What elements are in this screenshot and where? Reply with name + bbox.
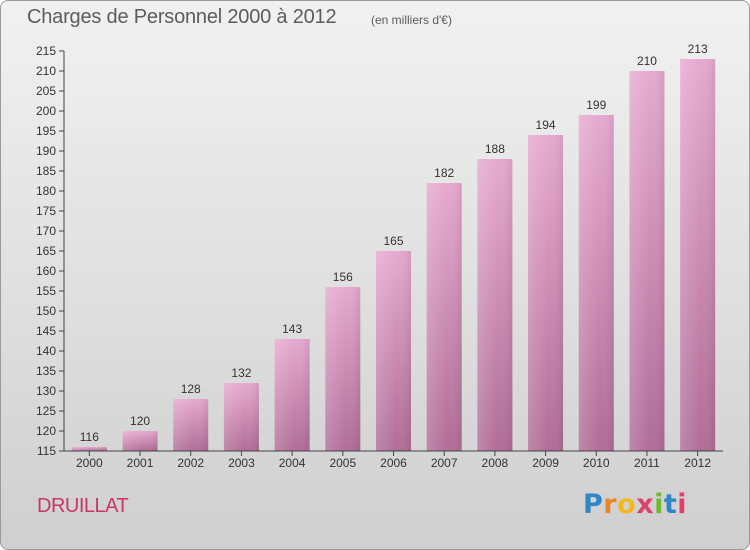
bar-shading <box>477 159 513 451</box>
bar-data-label: 199 <box>586 98 606 112</box>
bar-shading <box>122 431 158 451</box>
x-tick-label: 2010 <box>583 456 610 470</box>
bar-shading <box>629 71 665 451</box>
x-tick-label: 2011 <box>634 456 660 470</box>
y-tick-label: 125 <box>36 404 56 418</box>
logo-letter: i <box>654 489 664 520</box>
bar-data-label: 128 <box>181 382 201 396</box>
bar-data-label: 182 <box>434 166 454 180</box>
bar-data-label: 210 <box>637 54 657 68</box>
bar-data-label: 132 <box>231 366 251 380</box>
bar-data-label: 156 <box>333 270 353 284</box>
x-tick-label: 2003 <box>228 456 255 470</box>
y-tick-label: 115 <box>37 444 56 458</box>
y-tick-label: 140 <box>36 344 56 358</box>
chart-title: Charges de Personnel 2000 à 2012 <box>27 6 337 28</box>
logo-letter: x <box>636 489 655 520</box>
x-tick-label: 2002 <box>177 456 204 470</box>
logo-letter: t <box>663 489 678 520</box>
bar-shading <box>223 383 259 451</box>
y-tick-label: 180 <box>36 184 56 198</box>
bar-data-label: 143 <box>282 322 302 336</box>
y-tick-label: 150 <box>36 304 56 318</box>
y-tick-label: 185 <box>36 164 56 178</box>
bar-shading <box>325 287 361 451</box>
bar-data-label: 194 <box>536 118 556 132</box>
x-tick-label: 2000 <box>76 456 103 470</box>
bar-data-label: 116 <box>80 430 99 444</box>
bar-shading <box>680 59 716 451</box>
y-tick-label: 195 <box>36 124 56 138</box>
y-tick-label: 170 <box>36 224 56 238</box>
logo-letter: P <box>583 489 604 520</box>
y-tick-label: 145 <box>36 324 56 338</box>
bar-shading <box>274 339 310 451</box>
x-tick-label: 2008 <box>482 456 509 470</box>
chart-subtitle: (en milliers d'€) <box>371 13 452 27</box>
x-tick-label: 2004 <box>279 456 306 470</box>
bar-shading <box>173 399 209 451</box>
y-tick-label: 175 <box>36 204 56 218</box>
logo-letter: o <box>617 489 637 520</box>
bar-data-label: 165 <box>383 234 403 248</box>
bar-shading <box>376 251 411 451</box>
bar-data-label: 188 <box>485 142 505 156</box>
y-tick-label: 200 <box>36 104 56 118</box>
x-tick-label: 2001 <box>127 456 154 470</box>
y-tick-label: 120 <box>36 424 56 438</box>
bar-data-label: 213 <box>688 42 708 56</box>
y-tick-label: 135 <box>36 364 56 378</box>
x-tick-label: 2012 <box>684 456 711 470</box>
x-tick-label: 2009 <box>532 456 559 470</box>
bar-shading <box>71 447 107 451</box>
proxiti-logo[interactable]: Proxiti <box>583 489 687 520</box>
y-tick-label: 155 <box>36 284 56 298</box>
y-tick-label: 210 <box>36 64 56 78</box>
y-tick-label: 205 <box>36 84 56 98</box>
y-tick-label: 215 <box>36 44 56 58</box>
y-tick-label: 165 <box>36 244 56 258</box>
bar-shading <box>426 183 462 451</box>
y-tick-label: 190 <box>36 144 56 158</box>
x-tick-label: 2005 <box>329 456 356 470</box>
logo-letter: i <box>677 489 688 520</box>
bar-data-label: 120 <box>130 414 150 428</box>
logo-letter: r <box>603 489 618 520</box>
y-tick-label: 160 <box>36 264 56 278</box>
y-tick-label: 130 <box>36 384 56 398</box>
x-tick-label: 2007 <box>431 456 458 470</box>
x-tick-label: 2006 <box>380 456 407 470</box>
bar-shading <box>578 115 614 451</box>
bar-shading <box>528 135 564 451</box>
commune-name: DRUILLAT <box>37 495 129 517</box>
